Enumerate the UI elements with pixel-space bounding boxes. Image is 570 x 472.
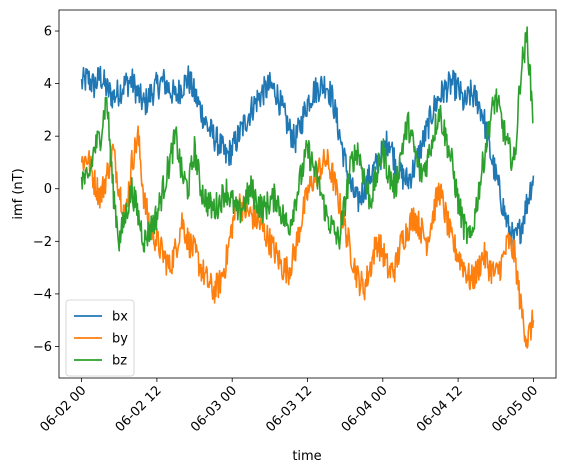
series-layer	[80, 26, 535, 349]
y-tick-label: −2	[33, 235, 52, 250]
y-tick-label: −4	[33, 287, 52, 302]
legend: bx by bz	[65, 299, 135, 377]
y-axis: −6 −4 −2 0 2 4 6	[33, 25, 59, 355]
legend-label-bz: bz	[112, 354, 127, 369]
legend-label-by: by	[112, 332, 128, 347]
y-tick-label: −6	[33, 340, 52, 355]
y-tick-label: 2	[44, 130, 52, 145]
x-axis-label: time	[292, 449, 321, 464]
y-tick-label: 6	[44, 25, 52, 40]
y-tick-label: 0	[44, 182, 52, 197]
y-axis-label: imf (nT)	[11, 168, 26, 219]
series-line-bx	[80, 65, 535, 250]
series-line-bz	[80, 26, 534, 253]
legend-label-bx: bx	[112, 310, 128, 325]
y-tick-label: 4	[44, 77, 52, 92]
